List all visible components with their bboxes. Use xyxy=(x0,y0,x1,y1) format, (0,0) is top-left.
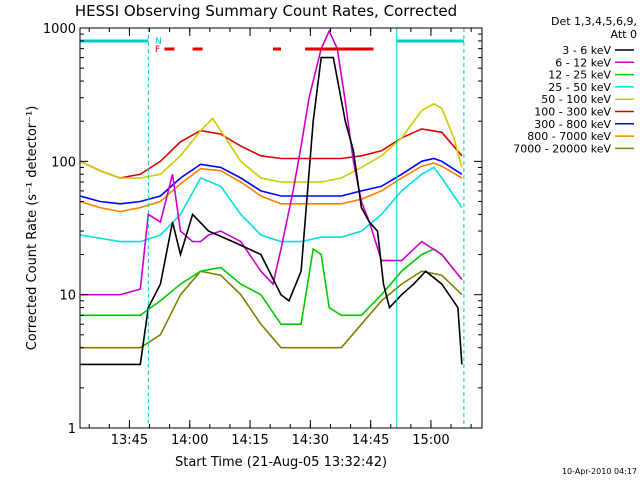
series-line-6-12-kev xyxy=(80,29,463,296)
series-line-300-800-kev xyxy=(80,157,463,205)
legend-label: 12 - 25 keV xyxy=(548,69,611,82)
legend-header-attenuator: Att 0 xyxy=(611,28,637,41)
legend-label: 800 - 7000 keV xyxy=(527,130,611,143)
series-line-800-7000-kev xyxy=(80,162,463,213)
legend-label: 100 - 300 keV xyxy=(534,106,611,119)
flag-layer: NF xyxy=(80,37,464,55)
legend-label: 3 - 6 keV xyxy=(562,44,611,57)
legend-label: 300 - 800 keV xyxy=(534,118,611,131)
series-line-25-50-kev xyxy=(80,166,463,243)
legend-label: 7000 - 20000 keV xyxy=(513,142,611,155)
legend-label: 6 - 12 keV xyxy=(555,56,611,69)
x-tick-label: 13:45 xyxy=(111,433,148,448)
series-line-12-25-kev xyxy=(80,247,463,325)
series-line-50-100-kev xyxy=(80,102,463,183)
x-tick-label: 14:00 xyxy=(171,433,208,448)
flag-label-f: F xyxy=(155,45,160,55)
y-tick-label: 1000 xyxy=(43,22,76,37)
series-line-100-300-kev xyxy=(80,128,463,179)
x-axis-label: Start Time (21-Aug-05 13:32:42) xyxy=(175,455,387,470)
y-tick-label: 1 xyxy=(68,422,76,437)
legend-label: 25 - 50 keV xyxy=(548,81,611,94)
plot-frame xyxy=(79,27,483,429)
y-tick-label: 100 xyxy=(51,155,76,170)
x-tick-label: 14:30 xyxy=(292,433,329,448)
series-line-3-6-kev xyxy=(80,56,463,366)
series-line-7000-20000-kev xyxy=(80,270,463,349)
chart-title: HESSI Observing Summary Count Rates, Cor… xyxy=(75,2,457,20)
axes: 13:45 14:00 14:15 14:30 14:45 15:00 1 10 100 1000 xyxy=(43,22,482,448)
footer-timestamp: 10-Apr-2010 04:17 xyxy=(562,467,637,476)
legend-label: 50 - 100 keV xyxy=(541,93,611,106)
x-tick-label: 14:45 xyxy=(352,433,389,448)
x-tick-label: 14:15 xyxy=(231,433,268,448)
legend-header-detectors: Det 1,3,4,5,6,9, xyxy=(551,15,637,28)
series-layer xyxy=(80,29,463,366)
y-axis-label: Corrected Count Rate (s⁻¹ detector⁻¹) xyxy=(25,106,40,351)
marker-layer xyxy=(79,28,465,428)
x-tick-label: 15:00 xyxy=(412,433,449,448)
y-tick-label: 10 xyxy=(59,289,76,304)
flag-label-n: N xyxy=(155,37,162,47)
